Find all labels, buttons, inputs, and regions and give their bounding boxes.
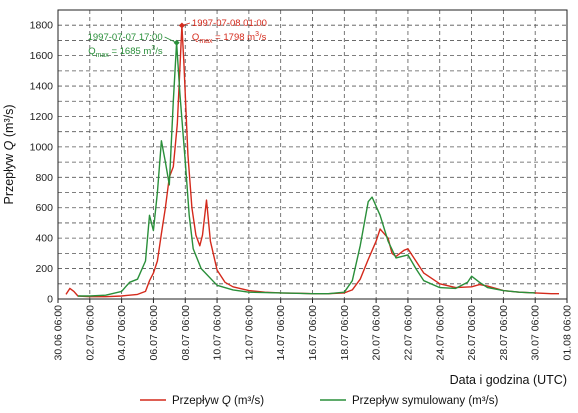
y-tick-label: 600 xyxy=(35,202,53,214)
x-tick-label: 30.06 06:00 xyxy=(53,305,65,361)
x-tick-label: 20.07 06:00 xyxy=(371,305,383,361)
y-tick-label: 1000 xyxy=(30,141,54,153)
y-tick-label: 1600 xyxy=(30,50,54,62)
x-tick-label: 06.07 06:00 xyxy=(148,305,160,361)
annotation-qmax: Qmax = 1798 m3/s xyxy=(192,31,267,45)
x-tick-label: 02.07 06:00 xyxy=(84,305,96,361)
x-tick-label: 01.08 06:00 xyxy=(562,305,574,361)
x-tick-label: 30.07 06:00 xyxy=(530,305,542,361)
y-tick-label: 1400 xyxy=(30,81,54,93)
x-tick-label: 28.07 06:00 xyxy=(498,305,510,361)
legend-label-simulated: Przepływ symulowany (m³/s) xyxy=(352,395,498,407)
series-line-observed xyxy=(65,24,559,298)
x-axis-title: Data i godzina (UTC) xyxy=(450,373,567,387)
y-tick-label: 200 xyxy=(35,263,53,275)
y-axis-ticks: 0 200 400 600 800 1000 1200 1400 1600 1800 xyxy=(30,20,54,306)
legend-observed-suffix: (m³/s) xyxy=(231,395,264,407)
series-lines xyxy=(65,24,559,298)
series-line-simulated xyxy=(77,42,536,297)
x-axis-ticks: 30.06 06:00 02.07 06:00 04.07 06:00 06.07 0… xyxy=(53,299,574,360)
y-axis-title-suffix: (m³/s) xyxy=(2,104,16,140)
annotation-date: 1997-07-08 01:00 xyxy=(192,18,267,29)
y-tick-label: 800 xyxy=(35,172,53,184)
x-tick-label: 14.07 06:00 xyxy=(275,305,287,361)
grid xyxy=(58,10,567,299)
x-tick-label: 16.07 06:00 xyxy=(307,305,319,361)
legend-label-observed: Przepływ Q (m³/s) xyxy=(172,395,264,407)
y-axis-title-symbol: Q xyxy=(2,140,16,150)
x-tick-label: 24.07 06:00 xyxy=(434,305,446,361)
y-tick-label: 1200 xyxy=(30,111,54,123)
y-tick-label: 1800 xyxy=(30,20,54,32)
annotation-leader xyxy=(164,36,177,44)
y-axis-title: Przepływ Q (m³/s) xyxy=(2,104,16,204)
y-axis-title-prefix: Przepływ xyxy=(2,150,16,204)
legend: Przepływ Q (m³/s) Przepływ symulowany (m… xyxy=(140,395,498,407)
annotation-date: 1997-07-07 17:00 xyxy=(88,32,163,43)
x-tick-label: 26.07 06:00 xyxy=(466,305,478,361)
annotation-observed-peak: 1997-07-08 01:00 Qmax = 1798 m3/s xyxy=(181,18,267,45)
legend-observed-prefix: Przepływ xyxy=(172,395,222,407)
y-tick-label: 0 xyxy=(47,294,53,306)
y-tick-label: 400 xyxy=(35,233,53,245)
legend-observed-symbol: Q xyxy=(222,395,231,407)
annotation-qmax: Qmax = 1685 m3/s xyxy=(88,45,163,59)
x-tick-label: 18.07 06:00 xyxy=(339,305,351,361)
x-tick-label: 22.07 06:00 xyxy=(402,305,414,361)
x-tick-label: 12.07 06:00 xyxy=(243,305,255,361)
plot-frame xyxy=(57,9,568,300)
annotation-leader xyxy=(181,22,191,26)
x-tick-label: 04.07 06:00 xyxy=(116,305,128,361)
annotation-simulated-peak: 1997-07-07 17:00 Qmax = 1685 m3/s xyxy=(88,32,177,59)
x-tick-label: 10.07 06:00 xyxy=(212,305,224,361)
x-tick-label: 08.07 06:00 xyxy=(180,305,192,361)
